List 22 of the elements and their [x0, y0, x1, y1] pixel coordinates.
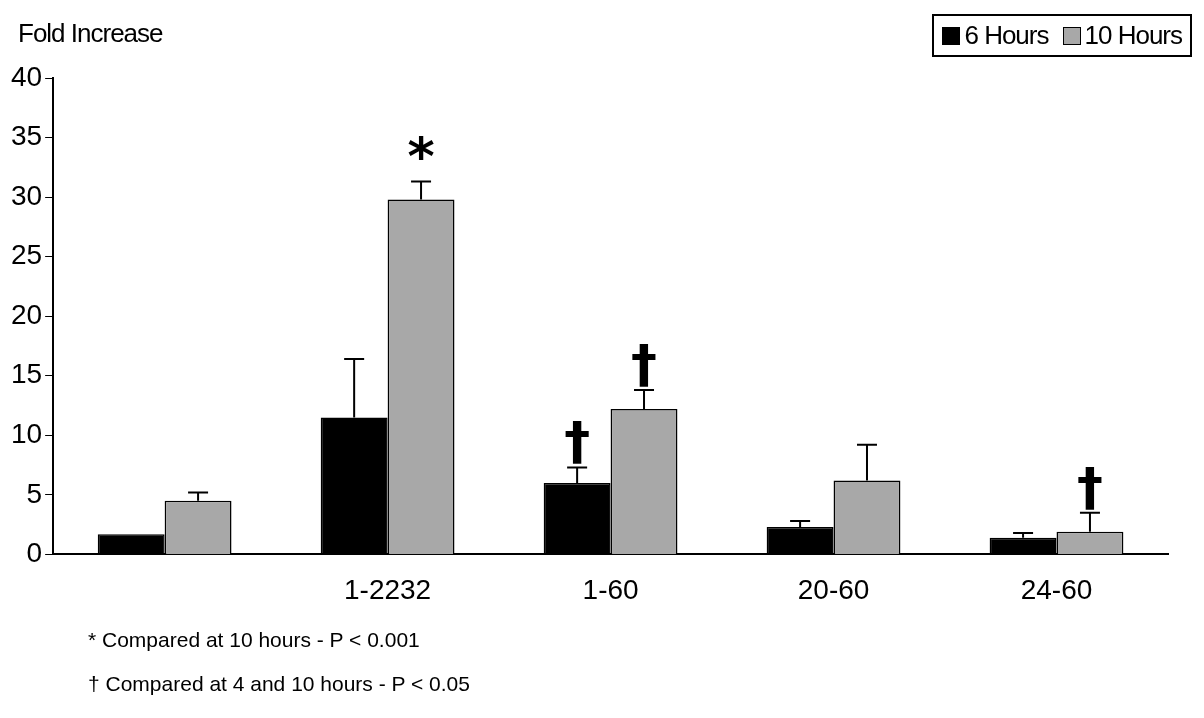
- annotation: *: [407, 125, 435, 186]
- x-tick-label: 1-2232: [344, 573, 432, 605]
- y-tick-label: 40: [10, 60, 43, 92]
- y-axis-title: Fold Increase: [18, 18, 163, 49]
- annotation: †: [631, 334, 658, 395]
- legend-label: 6 Hours: [964, 20, 1049, 51]
- y-tick-label: 15: [10, 358, 43, 390]
- y-tick-label: 10: [10, 418, 43, 450]
- y-tick-label: 20: [10, 298, 43, 330]
- y-tick-label: 35: [10, 120, 43, 152]
- y-tick-label: 25: [10, 239, 43, 271]
- text: * Compared at 10 hours - P < 0.001: [88, 627, 421, 653]
- y-tick-label: 5: [26, 477, 43, 509]
- annotation: †: [1076, 456, 1103, 517]
- x-tick-label: 20-60: [797, 573, 870, 605]
- annotation: †: [564, 411, 591, 472]
- legend-label: 10 Hours: [1084, 20, 1182, 51]
- y-tick-label: 30: [10, 179, 43, 211]
- y-tick-label: 0: [26, 537, 43, 569]
- x-tick-label: 24-60: [1020, 573, 1093, 605]
- x-tick-label: 1-60: [582, 573, 639, 605]
- text: † Compared at 4 and 10 hours - P < 0.05: [88, 671, 470, 697]
